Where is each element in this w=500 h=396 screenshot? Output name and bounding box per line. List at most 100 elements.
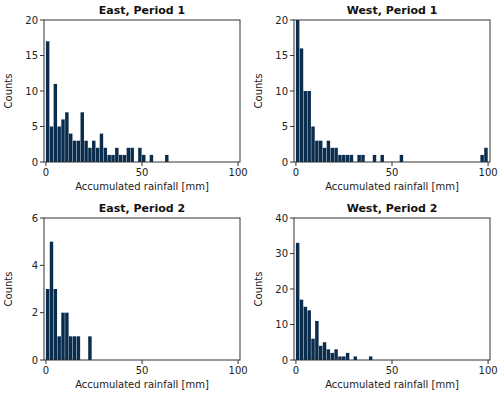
x-tick-label: 0 xyxy=(293,365,299,376)
y-tick-label: 4 xyxy=(32,260,38,271)
x-axis-label: Accumulated rainfall [mm] xyxy=(75,379,209,390)
x-tick xyxy=(238,162,239,166)
y-tick-label: 30 xyxy=(275,248,288,259)
y-tick-label: 0 xyxy=(32,157,38,168)
y-tick-label: 15 xyxy=(25,50,38,61)
bar xyxy=(115,148,118,162)
bar xyxy=(334,349,337,360)
bar xyxy=(319,346,322,360)
x-tick xyxy=(392,360,393,364)
x-tick xyxy=(238,360,239,364)
y-tick xyxy=(290,360,294,361)
y-tick xyxy=(290,253,294,254)
x-tick-label: 50 xyxy=(136,365,149,376)
x-tick-label: 100 xyxy=(479,167,498,178)
y-tick xyxy=(40,218,44,219)
y-tick xyxy=(40,55,44,56)
y-tick-label: 2 xyxy=(32,307,38,318)
bar xyxy=(54,289,57,360)
y-tick xyxy=(40,162,44,163)
bar xyxy=(142,155,145,162)
y-tick-label: 5 xyxy=(32,121,38,132)
bar xyxy=(311,127,314,163)
bar xyxy=(123,155,126,162)
x-axis-label: Accumulated rainfall [mm] xyxy=(325,181,459,192)
panel: 05010005101520West, Period 1Accumulated … xyxy=(253,4,498,192)
bar xyxy=(84,141,87,162)
panel: 05010005101520East, Period 1Accumulated … xyxy=(3,4,248,192)
x-tick-label: 0 xyxy=(43,167,49,178)
y-tick-label: 20 xyxy=(275,15,288,26)
bar xyxy=(150,155,153,162)
x-tick xyxy=(488,360,489,364)
bar xyxy=(81,112,84,162)
bar xyxy=(61,119,64,162)
bars xyxy=(46,41,169,162)
y-tick-label: 5 xyxy=(282,121,288,132)
x-tick-label: 0 xyxy=(293,167,299,178)
y-tick xyxy=(40,126,44,127)
bar xyxy=(400,155,403,162)
plot-frame xyxy=(44,218,240,360)
bar xyxy=(361,155,364,162)
x-axis-label: Accumulated rainfall [mm] xyxy=(75,181,209,192)
x-tick-label: 100 xyxy=(479,365,498,376)
bar xyxy=(323,148,326,162)
panel: 050100010203040West, Period 2Accumulated… xyxy=(253,202,498,390)
bar xyxy=(296,243,299,360)
y-tick-label: 10 xyxy=(275,319,288,330)
y-tick-label: 20 xyxy=(275,284,288,295)
bar xyxy=(484,148,487,162)
x-tick xyxy=(142,360,143,364)
bar xyxy=(138,148,141,162)
y-tick-label: 0 xyxy=(282,355,288,366)
x-tick-label: 50 xyxy=(136,167,149,178)
title: West, Period 1 xyxy=(347,4,438,17)
bar xyxy=(127,148,130,162)
bar xyxy=(165,155,168,162)
x-tick xyxy=(142,162,143,166)
bar xyxy=(73,336,76,360)
bar xyxy=(69,134,72,162)
y-tick xyxy=(40,360,44,361)
bar xyxy=(315,321,318,360)
bar xyxy=(130,148,133,162)
y-tick xyxy=(290,126,294,127)
bar xyxy=(327,349,330,360)
bar xyxy=(88,148,91,162)
bar xyxy=(304,307,307,360)
bar xyxy=(54,84,57,162)
y-tick-label: 6 xyxy=(32,213,38,224)
bar xyxy=(300,300,303,360)
bar xyxy=(96,148,99,162)
bar xyxy=(307,310,310,360)
bars xyxy=(46,242,92,360)
bar xyxy=(346,353,349,360)
bar xyxy=(61,313,64,360)
bar xyxy=(296,20,299,162)
bar xyxy=(369,356,372,360)
y-tick xyxy=(290,324,294,325)
bar xyxy=(65,313,68,360)
bar xyxy=(331,148,334,162)
y-tick xyxy=(290,91,294,92)
y-tick-label: 0 xyxy=(282,157,288,168)
y-tick xyxy=(290,20,294,21)
y-tick-label: 15 xyxy=(275,50,288,61)
y-tick xyxy=(290,289,294,290)
bar xyxy=(350,155,353,162)
bar xyxy=(65,112,68,162)
bar xyxy=(354,356,357,360)
bar xyxy=(50,127,53,163)
x-tick xyxy=(295,162,296,166)
x-tick xyxy=(392,162,393,166)
bar xyxy=(338,356,341,360)
y-tick xyxy=(290,218,294,219)
x-tick xyxy=(488,162,489,166)
bar xyxy=(107,155,110,162)
bar xyxy=(480,155,483,162)
bar xyxy=(304,91,307,162)
x-axis-label: Accumulated rainfall [mm] xyxy=(325,379,459,390)
y-tick xyxy=(40,265,44,266)
bar xyxy=(100,134,103,162)
